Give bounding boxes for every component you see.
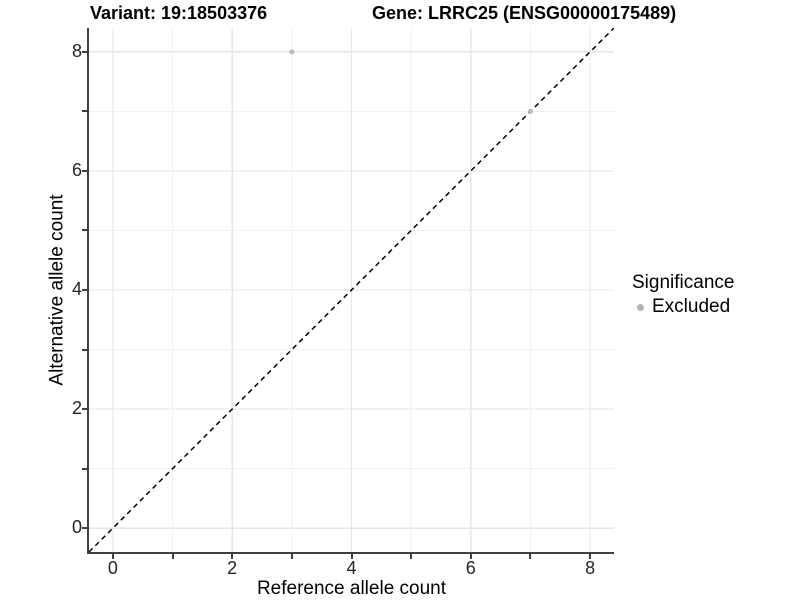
y-tick-label: 4	[71, 279, 82, 299]
legend-entry-label: Excluded	[652, 296, 731, 317]
y-axis-title: Alternative allele count	[47, 194, 69, 386]
x-tick-mark	[589, 554, 592, 559]
y-tick-mark	[82, 289, 87, 291]
plot-panel	[87, 28, 614, 554]
data-point-excluded	[527, 108, 534, 114]
x-tick-mark	[171, 554, 174, 559]
y-tick-mark	[82, 348, 87, 351]
y-tick-label: 2	[71, 398, 82, 419]
y-tick-mark	[82, 467, 87, 470]
x-tick-label: 0	[107, 558, 118, 578]
y-axis-title-area: Alternative allele count	[43, 28, 73, 552]
x-tick-label: 8	[585, 558, 596, 578]
x-tick-label: 6	[465, 558, 476, 578]
legend-point-icon	[636, 303, 644, 311]
identity-line	[89, 28, 614, 552]
x-axis-title: Reference allele count	[256, 578, 447, 599]
y-tick-label: 6	[71, 159, 82, 180]
x-tick-mark	[469, 554, 472, 559]
data-point-excluded	[289, 49, 295, 55]
legend-title: Significance	[632, 272, 735, 293]
x-tick-mark	[231, 554, 234, 559]
y-tick-mark	[82, 527, 87, 530]
legend-key	[632, 298, 648, 316]
x-tick-mark	[410, 554, 413, 559]
y-tick-mark	[82, 110, 87, 113]
y-tick-mark	[82, 50, 87, 53]
legend: Significance Excluded	[632, 272, 800, 318]
y-tick-mark	[82, 169, 87, 172]
y-tick-label: 0	[71, 517, 82, 538]
x-tick-label: 4	[346, 558, 357, 578]
y-tick-mark	[82, 229, 87, 232]
x-tick-label: 2	[227, 558, 238, 578]
y-tick-label: 8	[71, 40, 82, 61]
x-tick-mark	[350, 554, 353, 559]
x-tick-mark	[290, 554, 293, 559]
plot-canvas	[89, 28, 614, 552]
x-tick-mark	[111, 554, 114, 559]
gene-title: Gene: LRRC25 (ENSG00000175489)	[372, 3, 677, 23]
legend-entry-excluded: Excluded	[632, 296, 800, 318]
x-tick-mark	[529, 554, 532, 559]
variant-title: Variant: 19:18503376	[90, 3, 268, 23]
y-tick-mark	[82, 408, 87, 411]
